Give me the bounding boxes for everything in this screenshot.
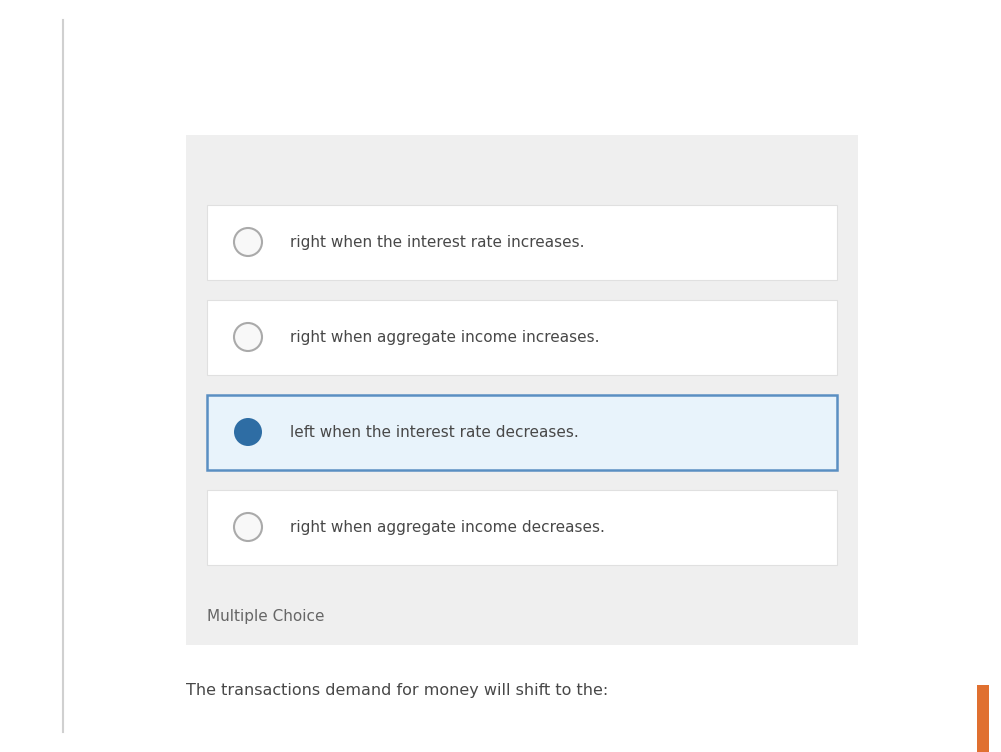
Circle shape [234,228,262,256]
Text: Multiple Choice: Multiple Choice [207,610,324,624]
FancyBboxPatch shape [977,685,989,752]
Circle shape [234,323,262,351]
Text: left when the interest rate decreases.: left when the interest rate decreases. [290,425,579,440]
FancyBboxPatch shape [207,395,837,470]
FancyBboxPatch shape [207,205,837,280]
Text: right when aggregate income decreases.: right when aggregate income decreases. [290,520,605,535]
Text: The transactions demand for money will shift to the:: The transactions demand for money will s… [186,683,609,698]
FancyBboxPatch shape [207,300,837,375]
FancyBboxPatch shape [207,490,837,565]
Circle shape [234,513,262,541]
Circle shape [234,418,262,446]
Text: right when the interest rate increases.: right when the interest rate increases. [290,235,585,250]
FancyBboxPatch shape [186,135,858,645]
Text: right when aggregate income increases.: right when aggregate income increases. [290,330,600,345]
